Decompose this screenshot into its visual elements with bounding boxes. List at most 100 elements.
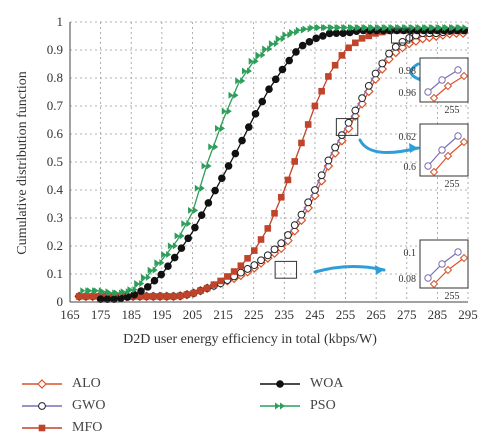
zoom-arrow xyxy=(313,264,386,274)
data-point-mfo xyxy=(331,61,339,69)
data-point-alo xyxy=(411,36,421,46)
y-tick-label: 0.1 xyxy=(47,266,63,281)
data-point-mfo xyxy=(163,293,171,300)
data-point-woa xyxy=(238,136,246,145)
data-point-mfo xyxy=(345,44,352,52)
y-tick-label: 0.5 xyxy=(47,154,63,169)
x-tick-label: 255 xyxy=(336,307,356,322)
data-point-pso xyxy=(181,220,192,228)
data-point-woa xyxy=(278,65,287,74)
data-point-mfo xyxy=(304,121,312,128)
data-point-woa xyxy=(346,28,354,37)
inset-alo-point xyxy=(459,71,469,81)
data-point-woa xyxy=(258,97,267,106)
data-point-mfo xyxy=(298,139,305,147)
inset-x-label: 255 xyxy=(445,105,460,116)
data-point-pso xyxy=(228,91,239,99)
data-point-mfo xyxy=(89,293,96,300)
grid xyxy=(69,21,469,303)
data-point-mfo xyxy=(190,289,197,297)
data-point-mfo xyxy=(311,102,319,110)
x-tick-label: 225 xyxy=(244,307,264,322)
data-point-mfo xyxy=(244,255,251,262)
x-tick-label: 245 xyxy=(305,307,325,322)
data-point-woa xyxy=(325,29,334,38)
data-point-pso xyxy=(154,259,165,267)
data-point-gwo xyxy=(236,268,245,277)
x-tick-label: 205 xyxy=(183,307,203,322)
legend-item-alo: ALO xyxy=(20,376,101,392)
data-point-woa xyxy=(251,110,260,118)
legend-label: PSO xyxy=(310,398,336,413)
legend-label: MFO xyxy=(72,420,103,435)
data-point-mfo xyxy=(365,32,373,40)
data-point-gwo xyxy=(358,94,366,103)
legend-swatch xyxy=(260,380,300,388)
legend-marker xyxy=(275,402,285,410)
data-point-woa xyxy=(224,162,233,170)
legend-marker xyxy=(276,380,284,388)
data-point-woa xyxy=(191,223,199,232)
inset-gwo-point xyxy=(424,274,432,282)
inset-gwo-point xyxy=(454,248,462,256)
y-tick-label: 0.2 xyxy=(47,238,63,253)
data-point-mfo xyxy=(257,236,265,243)
y-tick-label: 0.3 xyxy=(47,210,63,225)
data-point-mfo xyxy=(318,87,325,95)
data-point-woa xyxy=(143,283,152,291)
legend-item-pso: PSO xyxy=(258,398,336,414)
x-tick-label: 165 xyxy=(60,307,80,322)
data-point-woa xyxy=(170,253,179,262)
data-point-mfo xyxy=(271,209,278,217)
data-point-mfo xyxy=(352,39,359,47)
data-point-woa xyxy=(460,26,469,35)
x-tick-label: 185 xyxy=(121,307,141,322)
legend-item-gwo: GWO xyxy=(20,398,105,414)
data-point-gwo xyxy=(351,106,360,115)
data-point-mfo xyxy=(224,273,231,280)
series-pso xyxy=(80,24,468,297)
data-point-gwo xyxy=(398,38,407,46)
data-point-woa xyxy=(312,34,320,43)
data-point-pso xyxy=(140,273,151,281)
insets: 0.98 0.96 255 0.62 0.6 255 0.1 0.08 255 xyxy=(274,28,469,302)
data-point-pso xyxy=(188,206,199,214)
data-point-gwo xyxy=(371,69,380,78)
zoom-arrow xyxy=(358,138,420,154)
data-point-mfo xyxy=(136,293,144,300)
data-point-woa xyxy=(184,234,192,243)
data-point-pso xyxy=(215,124,226,132)
inset-alo-point xyxy=(443,81,453,91)
data-point-woa xyxy=(110,295,118,304)
y-tick-label: 0 xyxy=(57,294,64,309)
data-point-pso xyxy=(208,143,219,151)
x-tick-label: 275 xyxy=(397,307,417,322)
data-point-pso xyxy=(134,280,145,288)
data-point-gwo xyxy=(378,59,387,68)
y-tick-label: 0.7 xyxy=(47,98,64,113)
inset-alo-point xyxy=(443,151,453,161)
data-point-pso xyxy=(262,45,273,53)
data-point-gwo xyxy=(277,239,286,248)
data-point-mfo xyxy=(230,268,238,275)
data-point-pso xyxy=(161,251,172,259)
data-point-mfo xyxy=(183,291,191,298)
data-point-woa xyxy=(305,38,314,46)
data-point-woa xyxy=(265,85,273,93)
y-tick-label: 0.8 xyxy=(47,70,63,85)
data-point-mfo xyxy=(284,176,292,184)
data-point-mfo xyxy=(82,293,90,300)
inset-alo-point xyxy=(429,279,439,289)
legend-marker xyxy=(38,402,46,410)
x-tick-label: 235 xyxy=(275,307,295,322)
data-point-gwo xyxy=(290,221,299,230)
data-point-pso xyxy=(241,67,252,75)
data-point-gwo xyxy=(364,81,373,90)
data-point-pso xyxy=(255,51,266,59)
data-point-pso xyxy=(235,77,246,85)
data-point-mfo xyxy=(277,193,285,201)
zoom-box xyxy=(335,118,359,136)
data-point-woa xyxy=(285,56,294,65)
data-point-pso xyxy=(248,57,259,65)
data-point-mfo xyxy=(217,277,224,285)
